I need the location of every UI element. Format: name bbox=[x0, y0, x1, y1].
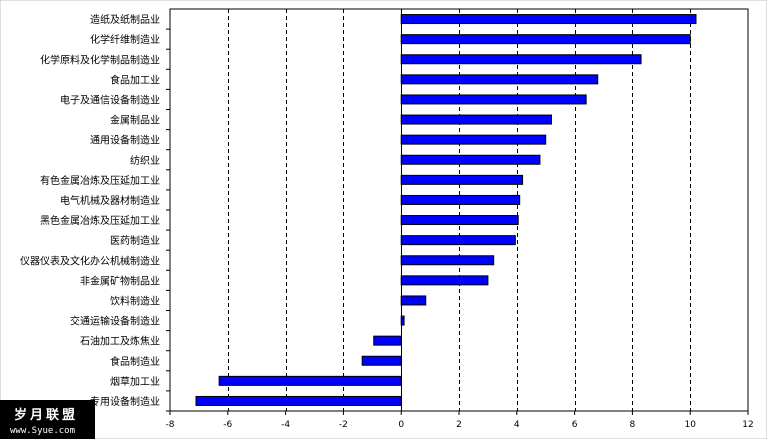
category-label: 电子及通信设备制造业 bbox=[60, 93, 160, 106]
category-label: 黑色金属冶炼及压延加工业 bbox=[40, 214, 160, 227]
x-tick-label: 10 bbox=[684, 420, 696, 430]
bar bbox=[400, 174, 524, 185]
bar bbox=[400, 215, 519, 226]
bar bbox=[195, 395, 402, 406]
category-label: 电气机械及器材制造业 bbox=[60, 194, 160, 207]
category-label: 非金属矿物制品业 bbox=[80, 274, 160, 287]
x-tick-label: -4 bbox=[281, 420, 290, 430]
bar bbox=[400, 34, 691, 45]
bar bbox=[400, 14, 697, 25]
category-label: 造纸及纸制品业 bbox=[90, 13, 160, 26]
category-labels: 造纸及纸制品业化学纤维制造业化学原料及化学制品制造业食品加工业电子及通信设备制造… bbox=[20, 13, 170, 412]
category-label: 食品加工业 bbox=[110, 73, 160, 86]
x-tick-labels: -8 -6 -4 -2 0 2 4 6 8 10 12 bbox=[166, 411, 754, 430]
bar bbox=[400, 255, 495, 266]
x-tick-label: 12 bbox=[742, 420, 753, 430]
x-tick-label: 8 bbox=[630, 420, 636, 430]
bar bbox=[400, 235, 516, 246]
bar bbox=[361, 355, 402, 366]
category-label: 专用设备制造业 bbox=[90, 395, 160, 408]
category-label: 有色金属冶炼及压延加工业 bbox=[40, 174, 160, 187]
bar bbox=[400, 74, 599, 85]
category-label: 化学纤维制造业 bbox=[90, 33, 160, 46]
category-label: 化学原料及化学制品制造业 bbox=[40, 53, 160, 66]
x-tick-label: 4 bbox=[514, 420, 520, 430]
category-label: 食品制造业 bbox=[110, 355, 160, 368]
watermark-cn: 岁月联盟 bbox=[14, 407, 78, 423]
watermark: 岁月联盟 www.Syue.com bbox=[0, 400, 95, 439]
bar bbox=[400, 114, 552, 125]
category-label: 石油加工及炼焦业 bbox=[80, 335, 160, 348]
category-label: 烟草加工业 bbox=[110, 375, 160, 388]
category-label: 医药制造业 bbox=[110, 234, 160, 247]
bar bbox=[373, 335, 402, 346]
category-label: 饮料制造业 bbox=[110, 294, 160, 307]
x-tick-label: 2 bbox=[456, 420, 462, 430]
category-label: 仪器仪表及文化办公机械制造业 bbox=[20, 254, 160, 267]
category-label: 通用设备制造业 bbox=[90, 134, 160, 147]
bar bbox=[400, 275, 489, 286]
bar bbox=[218, 375, 402, 386]
x-tick-label: -2 bbox=[339, 420, 348, 430]
x-tick-label: 6 bbox=[572, 420, 578, 430]
bar bbox=[400, 54, 642, 65]
category-label: 纺织业 bbox=[130, 154, 160, 167]
category-label: 金属制品业 bbox=[110, 114, 160, 127]
plot-area bbox=[169, 8, 749, 412]
bar bbox=[400, 134, 547, 145]
x-tick-label: -8 bbox=[166, 420, 175, 430]
bar bbox=[400, 194, 521, 205]
bar bbox=[400, 295, 427, 306]
bar bbox=[400, 94, 587, 105]
watermark-url: www.Syue.com bbox=[10, 426, 75, 436]
x-tick-label: -6 bbox=[223, 420, 232, 430]
category-label: 交通运输设备制造业 bbox=[70, 315, 160, 328]
x-tick-label: 0 bbox=[398, 420, 404, 430]
bar bbox=[400, 154, 541, 165]
